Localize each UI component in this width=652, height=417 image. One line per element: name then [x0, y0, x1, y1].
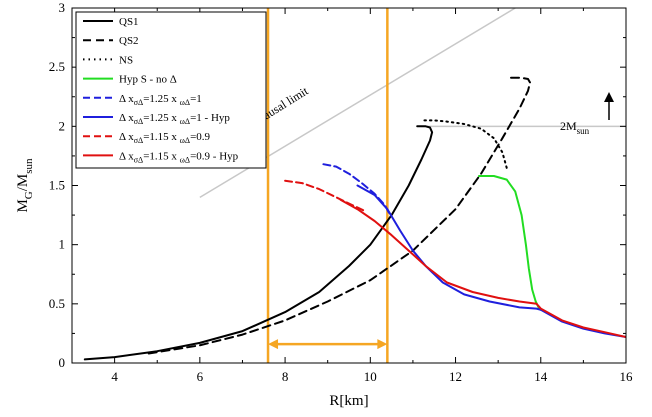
x-tick-label: 12: [449, 369, 462, 384]
annotations: Causal limit 2Msun: [254, 83, 614, 350]
x-tick-label: 6: [197, 369, 204, 384]
plot-area: [83, 8, 626, 363]
series-line-6: [356, 184, 626, 338]
series-line-4: [478, 175, 542, 311]
y-axis-label: MG/Msun: [15, 158, 35, 213]
y-tick-label: 0: [59, 355, 66, 370]
x-tick-label: 14: [534, 369, 548, 384]
series-line-1: [83, 125, 434, 361]
axes: 4 6 8 10 12 14 16 0 0.5 1 1.5 2 2.5 3 R[km] MG/Msun: [15, 0, 633, 409]
legend-entry-5: Δ xσΔ=1.25 x ωΔ=1: [119, 93, 202, 107]
y-tick-label: 2.5: [49, 59, 65, 74]
legend-entry-7: Δ xσΔ=1.15 x ωΔ=0.9: [119, 131, 211, 145]
legend-entry-6: Δ xσΔ=1.25 x ωΔ=1 - Hyp: [119, 112, 230, 126]
series-line-8: [339, 198, 626, 338]
legend-entry-1: QS1: [119, 16, 139, 28]
legend-entry-2: QS2: [119, 35, 139, 47]
series-line-3: [420, 119, 508, 169]
y-tick-label: 1: [59, 237, 66, 252]
y-tick-label: 2: [59, 118, 66, 133]
x-tick-label: 10: [364, 369, 377, 384]
series-line-2: [147, 76, 532, 355]
legend-box: [75, 11, 267, 169]
two-msun-label: 2Msun: [560, 119, 590, 136]
y-tick-label: 1.5: [49, 178, 65, 193]
legend-entry-3: NS: [119, 54, 133, 66]
radius-range-arrowhead-right: [377, 339, 388, 350]
legend-entry-8: Δ xσΔ=1.15 x ωΔ=0.9 - Hyp: [119, 150, 239, 164]
x-tick-label: 16: [620, 369, 634, 384]
x-axis-label: R[km]: [329, 393, 368, 409]
x-tick-label: 8: [282, 369, 289, 384]
two-msun-arrow-head: [604, 92, 614, 102]
y-tick-label: 3: [59, 0, 66, 15]
y-tick-label: 0.5: [49, 296, 65, 311]
legend-entry-4: Hyp S - no Δ: [119, 74, 177, 86]
radius-range-arrowhead-left: [268, 339, 279, 350]
series-line-7: [284, 179, 367, 213]
legend: QS1 QS2 NS Hyp S - no Δ Δ xσΔ=1.25 x ωΔ=1 Δ x…: [75, 11, 267, 169]
x-tick-label: 4: [111, 369, 118, 384]
